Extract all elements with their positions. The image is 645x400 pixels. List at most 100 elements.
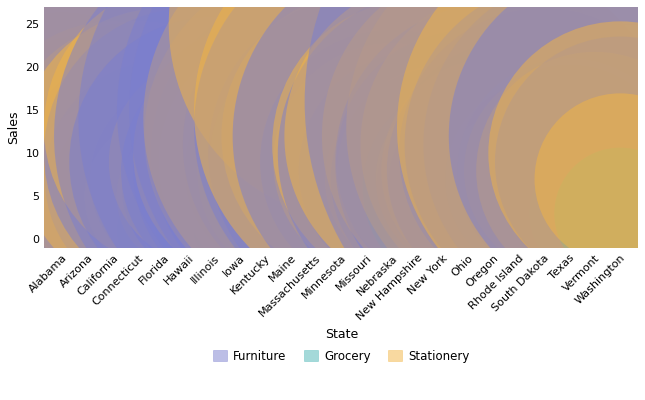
Point: [184, 124, 194, 131]
Point: [437, 133, 448, 139]
Y-axis label: Sales: Sales: [7, 111, 20, 144]
Point: [513, 193, 524, 200]
Point: [488, 159, 499, 165]
Point: [361, 210, 372, 217]
Point: [260, 133, 270, 139]
Point: [209, 159, 219, 165]
Point: [539, 228, 550, 234]
Point: [615, 176, 626, 182]
Point: [311, 116, 321, 122]
Point: [488, 184, 499, 191]
Point: [412, 228, 422, 234]
Point: [513, 193, 524, 200]
Point: [437, 167, 448, 174]
Point: [513, 142, 524, 148]
Point: [539, 150, 550, 156]
Point: [133, 142, 143, 148]
Point: [57, 184, 67, 191]
Point: [336, 228, 346, 234]
Point: [412, 142, 422, 148]
Point: [336, 107, 346, 114]
Point: [108, 228, 118, 234]
Point: [235, 193, 245, 200]
Point: [539, 124, 550, 131]
Point: [159, 176, 169, 182]
Point: [590, 98, 600, 105]
Point: [437, 150, 448, 156]
Point: [108, 219, 118, 225]
Point: [83, 150, 93, 156]
Point: [260, 193, 270, 200]
Point: [615, 210, 626, 217]
Point: [488, 167, 499, 174]
Point: [488, 228, 499, 234]
Point: [336, 159, 346, 165]
Point: [311, 219, 321, 225]
Point: [184, 176, 194, 182]
Point: [412, 219, 422, 225]
Point: [513, 228, 524, 234]
Point: [463, 193, 473, 200]
Point: [57, 142, 67, 148]
Point: [260, 150, 270, 156]
Point: [311, 133, 321, 139]
Point: [539, 228, 550, 234]
Point: [361, 150, 372, 156]
Point: [133, 193, 143, 200]
Point: [83, 167, 93, 174]
Point: [184, 150, 194, 156]
Point: [590, 167, 600, 174]
Point: [209, 184, 219, 191]
Point: [311, 167, 321, 174]
Point: [488, 219, 499, 225]
Point: [108, 116, 118, 122]
Point: [361, 21, 372, 27]
Point: [463, 210, 473, 217]
Point: [83, 184, 93, 191]
Point: [387, 228, 397, 234]
Point: [412, 167, 422, 174]
Point: [311, 150, 321, 156]
Point: [184, 193, 194, 200]
Point: [133, 150, 143, 156]
Point: [285, 167, 295, 174]
Point: [133, 228, 143, 234]
Point: [387, 159, 397, 165]
Point: [285, 159, 295, 165]
Point: [108, 107, 118, 114]
Point: [57, 167, 67, 174]
Point: [57, 228, 67, 234]
Point: [463, 184, 473, 191]
Point: [564, 228, 575, 234]
Point: [311, 202, 321, 208]
Point: [133, 184, 143, 191]
Point: [184, 228, 194, 234]
Point: [108, 142, 118, 148]
Point: [387, 210, 397, 217]
Point: [260, 202, 270, 208]
Point: [361, 228, 372, 234]
Point: [336, 142, 346, 148]
Point: [285, 219, 295, 225]
Point: [336, 167, 346, 174]
Point: [564, 167, 575, 174]
Point: [336, 116, 346, 122]
Point: [235, 228, 245, 234]
Point: [260, 210, 270, 217]
Point: [108, 184, 118, 191]
Point: [285, 202, 295, 208]
X-axis label: State: State: [324, 328, 358, 341]
Point: [615, 150, 626, 156]
Point: [260, 228, 270, 234]
Point: [463, 159, 473, 165]
Point: [159, 142, 169, 148]
Point: [387, 107, 397, 114]
Point: [133, 219, 143, 225]
Point: [361, 133, 372, 139]
Point: [285, 228, 295, 234]
Point: [285, 193, 295, 200]
Point: [57, 142, 67, 148]
Point: [590, 210, 600, 217]
Legend: Furniture, Grocery, Stationery: Furniture, Grocery, Stationery: [208, 345, 475, 368]
Point: [437, 193, 448, 200]
